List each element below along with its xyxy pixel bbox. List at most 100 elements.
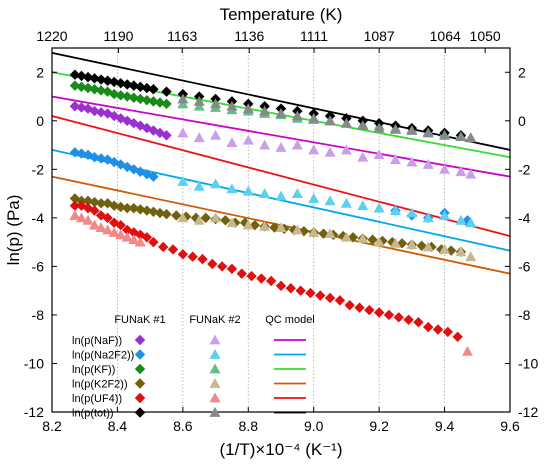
data-point (285, 283, 297, 294)
data-point (135, 93, 146, 105)
y-axis-title: ln(p) (Pa) (4, 195, 23, 266)
y-tick-label-right: -10 (518, 355, 538, 371)
data-point (82, 103, 94, 114)
data-point (226, 183, 238, 194)
x-tick-label: 9.2 (369, 418, 389, 434)
data-point (455, 166, 467, 177)
data-point (291, 188, 303, 198)
data-point (115, 201, 126, 213)
data-point (207, 258, 218, 270)
data-point (161, 86, 172, 97)
data-point (236, 268, 247, 279)
legend-label: ln(p(NaF)) (72, 335, 122, 347)
data-point (442, 326, 454, 338)
data-point (171, 210, 182, 221)
legend-label: ln(p(UF4)) (72, 393, 122, 405)
y-tick-label: -10 (24, 355, 44, 371)
legend-label: ln(p(K2F2)) (72, 379, 128, 391)
data-point (89, 219, 101, 230)
data-point (95, 107, 107, 118)
data-point (324, 115, 336, 126)
data-point (193, 180, 205, 191)
legend-marker-1 (134, 392, 146, 404)
data-point (291, 110, 303, 121)
data-point (115, 113, 126, 124)
data-point (465, 168, 477, 179)
data-point (308, 144, 320, 155)
data-point (403, 314, 414, 325)
legend-label: ln(p(Na2F2)) (72, 350, 134, 362)
data-point (197, 253, 208, 265)
data-point (128, 92, 139, 103)
top-tick-label: 1190 (103, 28, 133, 44)
data-point (154, 97, 166, 108)
data-point (141, 232, 153, 243)
data-point (367, 234, 378, 245)
data-point (95, 210, 107, 221)
data-point (135, 204, 146, 215)
legend-marker-1 (134, 349, 146, 360)
data-point (69, 200, 81, 211)
data-point (148, 171, 159, 182)
data-point (226, 100, 238, 111)
data-point (422, 241, 434, 252)
data-point (406, 156, 418, 167)
data-point (95, 222, 107, 232)
data-point (265, 275, 277, 287)
data-point (148, 96, 159, 107)
data-point (148, 236, 159, 248)
data-point (210, 178, 222, 189)
legend-marker-2 (209, 392, 221, 403)
y-tick-label: -8 (32, 307, 45, 323)
y-tick-label: -6 (32, 258, 45, 274)
data-point (275, 141, 287, 152)
data-point (82, 71, 94, 83)
x-tick-label: 8.6 (173, 418, 193, 434)
data-point (275, 280, 287, 292)
data-point (390, 123, 401, 134)
data-point (82, 214, 94, 225)
x-axis-title: (1/T)×10⁻⁴ (K⁻¹) (219, 440, 342, 459)
data-point (102, 75, 113, 86)
data-point (177, 127, 189, 138)
data-point (390, 205, 401, 215)
data-point (242, 103, 254, 114)
data-point (426, 241, 437, 253)
data-point (210, 98, 222, 109)
data-point (242, 134, 254, 145)
data-point (167, 244, 179, 255)
data-point (423, 321, 434, 333)
data-point (102, 108, 113, 119)
data-point (259, 105, 271, 116)
data-point (177, 93, 189, 104)
data-point (122, 91, 133, 102)
top-tick-label: 1163 (167, 28, 197, 44)
data-point (89, 205, 100, 216)
data-point (324, 195, 336, 206)
y-tick-label: -4 (32, 210, 45, 226)
data-point (344, 300, 355, 311)
y-tick-label: 0 (36, 113, 44, 129)
data-point (324, 292, 336, 304)
data-point (439, 243, 451, 254)
data-point (406, 125, 418, 135)
data-point (216, 261, 228, 272)
data-point (439, 129, 451, 140)
data-point (256, 273, 267, 284)
data-point (259, 188, 271, 198)
data-point (432, 324, 444, 335)
data-point (154, 207, 166, 219)
data-point (122, 79, 133, 90)
data-point (291, 139, 303, 150)
top-axis-title: Temperature (K) (220, 5, 343, 24)
data-point (373, 149, 385, 160)
data-point (383, 309, 395, 321)
data-point (422, 127, 434, 138)
data-point (89, 73, 100, 84)
data-point (141, 168, 153, 180)
data-point (308, 112, 320, 123)
model-line (51, 51, 511, 151)
data-point (76, 148, 87, 159)
data-point (210, 212, 222, 223)
top-tick-label: 1064 (430, 28, 461, 44)
